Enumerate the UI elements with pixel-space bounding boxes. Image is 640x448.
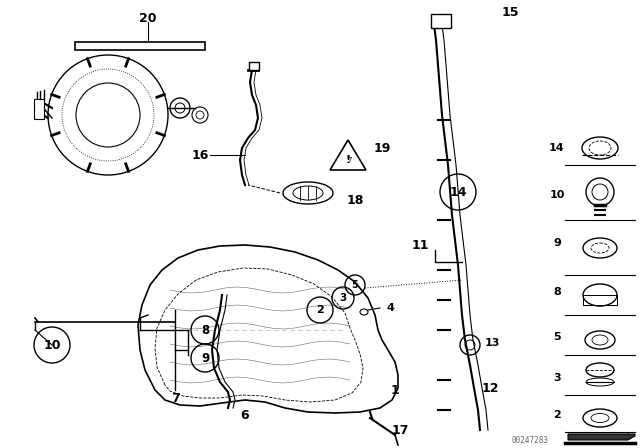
Text: 11: 11 (412, 238, 429, 251)
Text: 10: 10 (44, 339, 61, 352)
Text: !: ! (346, 155, 351, 165)
Text: 5: 5 (351, 280, 358, 290)
Text: 12: 12 (481, 382, 499, 395)
Text: 9: 9 (201, 352, 209, 365)
Text: 15: 15 (501, 5, 519, 18)
Text: 17: 17 (391, 423, 409, 436)
FancyBboxPatch shape (75, 42, 205, 50)
Text: 9: 9 (553, 238, 561, 248)
Text: 1: 1 (390, 383, 399, 396)
Text: 2: 2 (316, 305, 324, 315)
Text: 5: 5 (553, 332, 561, 342)
Text: 00247283: 00247283 (511, 435, 548, 444)
Text: 20: 20 (140, 12, 157, 25)
FancyBboxPatch shape (34, 99, 44, 119)
Text: 7: 7 (171, 392, 179, 405)
FancyBboxPatch shape (249, 62, 259, 70)
Polygon shape (568, 434, 635, 440)
Text: 6: 6 (241, 409, 250, 422)
FancyBboxPatch shape (431, 14, 451, 28)
Text: 8: 8 (553, 287, 561, 297)
FancyBboxPatch shape (583, 295, 617, 305)
Text: 8: 8 (201, 323, 209, 336)
Text: 14: 14 (449, 185, 467, 198)
Text: 18: 18 (346, 194, 364, 207)
Text: 3: 3 (553, 373, 561, 383)
Text: 14: 14 (549, 143, 565, 153)
Text: 10: 10 (549, 190, 564, 200)
Text: 19: 19 (373, 142, 390, 155)
Text: 16: 16 (191, 148, 209, 161)
Text: 7: 7 (348, 157, 352, 163)
Text: 3: 3 (339, 293, 347, 303)
Text: 2: 2 (553, 410, 561, 420)
Text: 13: 13 (484, 338, 500, 348)
Text: 4: 4 (386, 303, 394, 313)
